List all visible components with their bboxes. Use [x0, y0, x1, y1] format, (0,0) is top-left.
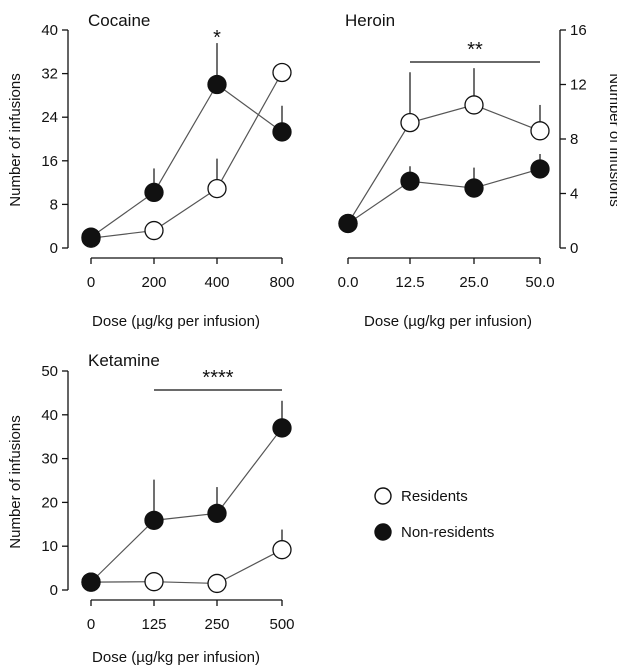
cocaine-y-axis-label: Number of infusions	[7, 73, 24, 206]
ketamine-x-tick-label-3: 500	[269, 616, 294, 633]
heroin-y-tick-label-4: 16	[570, 22, 587, 39]
ketamine-nonresidents-point-0	[81, 572, 101, 592]
heroin-y-axis-label: Number of infusions	[606, 73, 617, 206]
heroin-y-tick-label-1: 4	[570, 186, 578, 203]
ketamine-y-tick-label-2: 20	[41, 494, 58, 511]
ketamine-x-axis-label: Dose (µg/kg per infusion)	[92, 649, 260, 665]
cocaine-x-tick-label-3: 800	[269, 274, 294, 291]
heroin-y-tick-label-3: 12	[570, 77, 587, 94]
heroin-title: Heroin	[345, 11, 395, 30]
ketamine-x-tick-label-2: 250	[204, 616, 229, 633]
legend: Residents Non-residents	[374, 487, 494, 541]
ketamine-residents-point-2	[207, 573, 227, 594]
heroin-y-tick-label-2: 8	[570, 131, 578, 148]
cocaine-y-tick-label-4: 32	[41, 66, 58, 83]
cocaine-nonresidents-point-3	[272, 122, 292, 142]
heroin-x-tick-label-2: 25.0	[459, 274, 488, 291]
ketamine-title: Ketamine	[88, 351, 160, 370]
heroin-x-tick-label-1: 12.5	[395, 274, 424, 291]
heroin-significance-label: **	[467, 39, 483, 61]
ketamine-y-axis-label: Number of infusions	[7, 415, 24, 548]
cocaine-x-axis-label: Dose (µg/kg per infusion)	[92, 313, 260, 330]
ketamine-y-tick-label-5: 50	[41, 363, 58, 380]
ketamine-residents-point-1	[144, 572, 164, 592]
heroin-x-tick-label-3: 50.0	[525, 274, 554, 291]
cocaine-significance-label: *	[213, 27, 221, 49]
ketamine-x-tick-label-1: 125	[141, 616, 166, 633]
ketamine-y-tick-label-4: 40	[41, 407, 58, 424]
ketamine-y-tick-label-1: 10	[41, 538, 58, 555]
cocaine-y-tick-label-2: 16	[41, 153, 58, 170]
legend-nonresidents-label: Non-residents	[401, 524, 494, 541]
heroin-nonresidents-point-0	[338, 213, 358, 234]
ketamine-nonresidents-line	[90, 427, 283, 583]
cocaine-residents-point-3	[272, 62, 292, 83]
heroin-x-axis-label: Dose (µg/kg per infusion)	[364, 313, 532, 330]
ketamine-residents-point-3	[272, 540, 292, 560]
heroin-nonresidents-point-3	[530, 159, 550, 179]
cocaine-y-tick-label-1: 8	[50, 196, 58, 213]
cocaine-y-tick-label-3: 24	[41, 109, 58, 126]
ketamine-residents-line	[90, 549, 283, 585]
ketamine-nonresidents-point-3	[272, 418, 292, 438]
cocaine-residents-point-1	[144, 220, 164, 241]
heroin-nonresidents-point-1	[400, 171, 420, 191]
cocaine-residents-point-2	[207, 178, 227, 199]
heroin-residents-point-2	[464, 95, 484, 115]
legend-residents-label: Residents	[401, 488, 468, 505]
legend-nonresidents-marker	[374, 523, 392, 541]
heroin-panel: Heroin 0 4 8 12 16 0.0 12.5 25.0 50.0 Dose (µg/kg …	[338, 11, 617, 330]
heroin-x-tick-label-0: 0.0	[338, 274, 359, 291]
ketamine-significance-label: ****	[202, 367, 233, 389]
cocaine-residents-line	[90, 72, 283, 239]
cocaine-y-tick-label-0: 0	[50, 240, 58, 257]
cocaine-nonresidents-point-2	[207, 74, 227, 95]
cocaine-x-tick-label-2: 400	[204, 274, 229, 291]
legend-residents-marker	[374, 487, 392, 505]
heroin-y-tick-label-0: 0	[570, 240, 578, 257]
cocaine-title: Cocaine	[88, 11, 150, 30]
heroin-nonresidents-point-2	[464, 178, 484, 198]
heroin-residents-point-1	[400, 113, 420, 133]
cocaine-nonresidents-point-0	[81, 227, 101, 247]
ketamine-y-tick-label-0: 0	[50, 582, 58, 599]
cocaine-x-tick-label-1: 200	[141, 274, 166, 291]
cocaine-nonresidents-point-1	[144, 182, 164, 203]
ketamine-nonresidents-point-1	[144, 510, 164, 531]
heroin-residents-point-3	[530, 121, 550, 141]
ketamine-nonresidents-point-2	[207, 503, 227, 523]
heroin-residents-line	[347, 104, 541, 224]
cocaine-x-tick-label-0: 0	[87, 274, 95, 291]
cocaine-nonresidents-line	[90, 83, 283, 238]
heroin-nonresidents-line	[347, 168, 541, 224]
ketamine-y-tick-label-3: 30	[41, 451, 58, 468]
cocaine-y-tick-label-5: 40	[41, 22, 58, 39]
ketamine-x-tick-label-0: 0	[87, 616, 95, 633]
